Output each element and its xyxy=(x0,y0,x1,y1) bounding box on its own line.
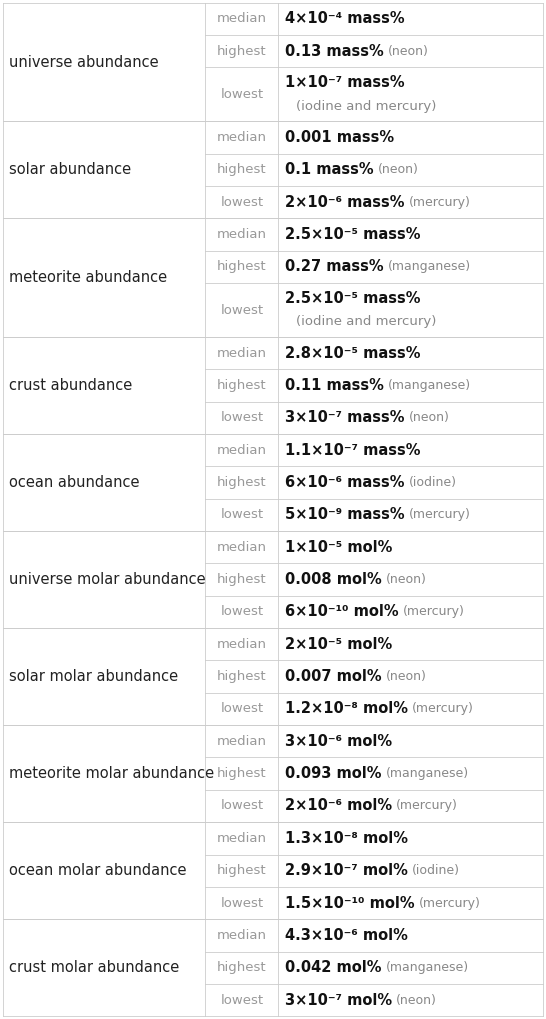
Text: highest: highest xyxy=(217,163,267,176)
Text: highest: highest xyxy=(217,379,267,392)
Text: (neon): (neon) xyxy=(378,163,419,176)
Text: (mercury): (mercury) xyxy=(403,605,465,619)
Text: universe abundance: universe abundance xyxy=(9,55,159,69)
Text: 2.5×10⁻⁵ mass%: 2.5×10⁻⁵ mass% xyxy=(285,227,420,243)
Text: lowest: lowest xyxy=(221,897,264,910)
Text: lowest: lowest xyxy=(221,508,264,522)
Text: 2.9×10⁻⁷ mol%: 2.9×10⁻⁷ mol% xyxy=(285,863,408,878)
Text: 0.27 mass%: 0.27 mass% xyxy=(285,260,384,274)
Text: 1×10⁻⁵ mol%: 1×10⁻⁵ mol% xyxy=(285,540,393,554)
Text: highest: highest xyxy=(217,767,267,781)
Text: highest: highest xyxy=(217,864,267,877)
Text: lowest: lowest xyxy=(221,88,264,101)
Text: 0.008 mol%: 0.008 mol% xyxy=(285,572,382,587)
Text: 0.042 mol%: 0.042 mol% xyxy=(285,960,382,975)
Text: 1.5×10⁻¹⁰ mol%: 1.5×10⁻¹⁰ mol% xyxy=(285,896,414,911)
Text: median: median xyxy=(217,929,267,942)
Text: (iodine and mercury): (iodine and mercury) xyxy=(296,100,436,113)
Text: (neon): (neon) xyxy=(408,412,449,424)
Text: (mercury): (mercury) xyxy=(409,508,471,522)
Text: ocean abundance: ocean abundance xyxy=(9,475,140,490)
Text: (manganese): (manganese) xyxy=(385,767,469,781)
Text: lowest: lowest xyxy=(221,702,264,715)
Text: 0.11 mass%: 0.11 mass% xyxy=(285,378,384,393)
Text: ocean molar abundance: ocean molar abundance xyxy=(9,863,187,878)
Text: 2.8×10⁻⁵ mass%: 2.8×10⁻⁵ mass% xyxy=(285,345,420,361)
Text: highest: highest xyxy=(217,476,267,489)
Text: 1.3×10⁻⁸ mol%: 1.3×10⁻⁸ mol% xyxy=(285,830,408,846)
Text: meteorite abundance: meteorite abundance xyxy=(9,270,168,285)
Text: (iodine): (iodine) xyxy=(412,864,460,877)
Text: median: median xyxy=(217,443,267,457)
Text: 2×10⁻⁶ mol%: 2×10⁻⁶ mol% xyxy=(285,799,392,813)
Text: (neon): (neon) xyxy=(386,573,427,586)
Text: 6×10⁻¹⁰ mol%: 6×10⁻¹⁰ mol% xyxy=(285,604,399,620)
Text: (manganese): (manganese) xyxy=(388,261,471,273)
Text: (neon): (neon) xyxy=(388,45,429,58)
Text: highest: highest xyxy=(217,961,267,974)
Text: highest: highest xyxy=(217,573,267,586)
Text: 3×10⁻⁷ mass%: 3×10⁻⁷ mass% xyxy=(285,411,405,425)
Text: 4.3×10⁻⁶ mol%: 4.3×10⁻⁶ mol% xyxy=(285,928,408,943)
Text: 6×10⁻⁶ mass%: 6×10⁻⁶ mass% xyxy=(285,475,405,490)
Text: 1.2×10⁻⁸ mol%: 1.2×10⁻⁸ mol% xyxy=(285,701,408,716)
Text: 2.5×10⁻⁵ mass%: 2.5×10⁻⁵ mass% xyxy=(285,290,420,306)
Text: (mercury): (mercury) xyxy=(412,702,474,715)
Text: 0.093 mol%: 0.093 mol% xyxy=(285,766,382,782)
Text: median: median xyxy=(217,735,267,748)
Text: lowest: lowest xyxy=(221,412,264,424)
Text: 0.001 mass%: 0.001 mass% xyxy=(285,130,394,145)
Text: (manganese): (manganese) xyxy=(388,379,471,392)
Text: universe molar abundance: universe molar abundance xyxy=(9,572,206,587)
Text: lowest: lowest xyxy=(221,994,264,1007)
Text: (mercury): (mercury) xyxy=(419,897,480,910)
Text: lowest: lowest xyxy=(221,196,264,209)
Text: 2×10⁻⁶ mass%: 2×10⁻⁶ mass% xyxy=(285,195,405,210)
Text: 1×10⁻⁷ mass%: 1×10⁻⁷ mass% xyxy=(285,75,405,90)
Text: (mercury): (mercury) xyxy=(396,800,458,812)
Text: 4×10⁻⁴ mass%: 4×10⁻⁴ mass% xyxy=(285,11,405,26)
Text: median: median xyxy=(217,832,267,845)
Text: median: median xyxy=(217,638,267,651)
Text: median: median xyxy=(217,228,267,242)
Text: median: median xyxy=(217,12,267,25)
Text: (iodine and mercury): (iodine and mercury) xyxy=(296,316,436,328)
Text: lowest: lowest xyxy=(221,304,264,317)
Text: (neon): (neon) xyxy=(396,994,437,1007)
Text: solar abundance: solar abundance xyxy=(9,162,132,177)
Text: 3×10⁻⁶ mol%: 3×10⁻⁶ mol% xyxy=(285,734,392,749)
Text: (iodine): (iodine) xyxy=(408,476,456,489)
Text: median: median xyxy=(217,346,267,360)
Text: 5×10⁻⁹ mass%: 5×10⁻⁹ mass% xyxy=(285,507,405,523)
Text: highest: highest xyxy=(217,261,267,273)
Text: 0.007 mol%: 0.007 mol% xyxy=(285,669,382,684)
Text: 2×10⁻⁵ mol%: 2×10⁻⁵ mol% xyxy=(285,637,392,652)
Text: lowest: lowest xyxy=(221,800,264,812)
Text: lowest: lowest xyxy=(221,605,264,619)
Text: (mercury): (mercury) xyxy=(408,196,471,209)
Text: crust molar abundance: crust molar abundance xyxy=(9,960,180,975)
Text: (manganese): (manganese) xyxy=(385,961,469,974)
Text: 0.13 mass%: 0.13 mass% xyxy=(285,44,384,59)
Text: 1.1×10⁻⁷ mass%: 1.1×10⁻⁷ mass% xyxy=(285,442,420,458)
Text: median: median xyxy=(217,541,267,553)
Text: highest: highest xyxy=(217,671,267,683)
Text: meteorite molar abundance: meteorite molar abundance xyxy=(9,766,215,782)
Text: 0.1 mass%: 0.1 mass% xyxy=(285,162,373,177)
Text: median: median xyxy=(217,131,267,144)
Text: solar molar abundance: solar molar abundance xyxy=(9,669,179,684)
Text: crust abundance: crust abundance xyxy=(9,378,133,393)
Text: (neon): (neon) xyxy=(386,671,426,683)
Text: highest: highest xyxy=(217,45,267,58)
Text: 3×10⁻⁷ mol%: 3×10⁻⁷ mol% xyxy=(285,993,392,1008)
